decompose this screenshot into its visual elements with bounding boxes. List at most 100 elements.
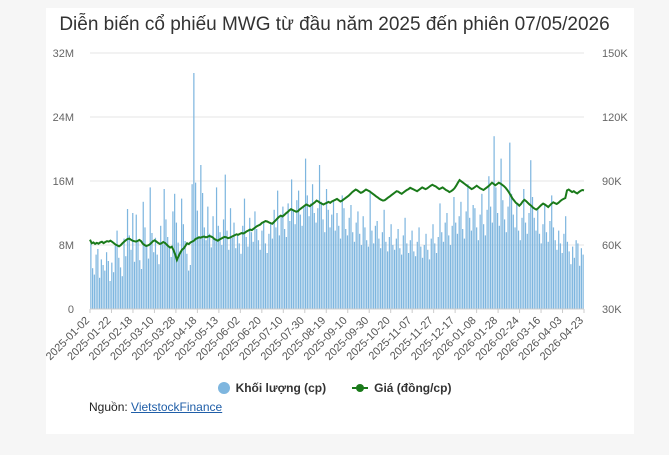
volume-bar: [214, 238, 216, 309]
volume-bar: [510, 193, 513, 309]
volume-bar: [559, 243, 562, 309]
volume-bar: [114, 245, 116, 309]
volume-bar: [317, 208, 319, 309]
volume-bar: [172, 211, 174, 309]
source-link[interactable]: VietstockFinance: [131, 400, 223, 414]
volume-bar: [399, 248, 401, 309]
volume-bar: [582, 254, 584, 309]
right-tick-label: 60K: [602, 240, 622, 252]
volume-bar: [177, 242, 179, 309]
volume-bar: [448, 235, 450, 309]
volume-bar: [322, 219, 324, 309]
volume-bar: [383, 209, 385, 309]
volume-bar: [278, 235, 281, 309]
volume-bar: [437, 237, 439, 309]
volume-bar: [420, 246, 422, 309]
volume-bar: [456, 233, 459, 309]
volume-bar: [537, 208, 539, 309]
volume-bar: [311, 184, 314, 309]
volume-bar: [119, 267, 122, 309]
volume-bar: [194, 182, 197, 309]
right-tick-label: 120K: [602, 112, 628, 124]
volume-bar: [430, 238, 432, 309]
volume-bar: [217, 225, 219, 309]
volume-bar: [275, 227, 277, 309]
volume-bar: [238, 243, 240, 309]
volume-bar: [395, 238, 397, 309]
volume-bar: [533, 217, 535, 309]
volume-bar: [439, 203, 441, 309]
volume-legend-marker: [217, 382, 230, 394]
volume-bar: [502, 200, 504, 309]
volume-bar: [224, 174, 226, 309]
volume-bar: [116, 230, 118, 309]
volume-bar: [467, 184, 469, 309]
volume-bar: [579, 265, 581, 309]
volume-bar: [221, 245, 223, 309]
volume-bar: [264, 243, 267, 309]
chart-card: [46, 8, 634, 434]
volume-bar: [92, 268, 94, 309]
source-prefix: Nguồn:: [89, 400, 132, 414]
volume-bar: [208, 233, 211, 309]
volume-bar: [315, 222, 317, 309]
volume-bar: [542, 224, 544, 309]
volume-bar: [182, 224, 184, 309]
volume-bar: [263, 221, 265, 309]
legend-label-price: Giá (đồng/cp): [374, 381, 452, 395]
volume-bar: [561, 253, 563, 309]
volume-bar: [481, 193, 483, 309]
volume-bar: [167, 237, 169, 309]
volume-bar: [153, 252, 155, 309]
volume-bar: [458, 216, 460, 309]
left-tick-label: 0: [68, 304, 74, 316]
left-tick-label: 16M: [53, 176, 74, 188]
volume-bar: [509, 142, 511, 309]
volume-bar: [325, 189, 328, 309]
volume-bar: [360, 245, 363, 309]
volume-bar: [381, 232, 383, 309]
volume-bar: [441, 232, 443, 309]
volume-bar: [552, 227, 555, 309]
volume-bar: [112, 272, 115, 309]
volume-bar: [343, 208, 345, 309]
volume-bar: [233, 222, 235, 309]
volume-bar: [140, 269, 143, 309]
volume-bar: [175, 222, 178, 309]
volume-bar: [179, 251, 181, 309]
volume-bar: [346, 235, 349, 309]
volume-bar: [416, 241, 418, 309]
volume-bar: [575, 240, 577, 309]
legend-item-volume[interactable]: Khối lượng (cp): [217, 381, 326, 395]
volume-bar: [570, 264, 572, 309]
volume-bar: [545, 232, 548, 309]
volume-bar: [428, 259, 431, 309]
volume-bar: [388, 237, 390, 309]
volume-bar: [556, 249, 558, 309]
volume-bar: [484, 235, 486, 309]
volume-bar: [130, 249, 132, 309]
volume-bar: [357, 211, 359, 309]
volume-bar: [207, 206, 209, 309]
volume-bar: [165, 219, 167, 309]
volume-bar: [565, 216, 567, 309]
volume-bar: [493, 136, 495, 309]
legend-item-price[interactable]: Giá (đồng/cp): [352, 381, 451, 395]
source-note: Nguồn: VietstockFinance: [89, 400, 222, 414]
volume-bar: [266, 253, 268, 309]
volume-bar: [359, 233, 361, 309]
volume-bar: [535, 230, 537, 309]
volume-bar: [523, 189, 525, 309]
volume-bar: [291, 179, 293, 309]
volume-bar: [242, 225, 244, 309]
volume-bar: [98, 277, 101, 309]
volume-bar: [392, 245, 394, 309]
volume-bar: [371, 230, 373, 309]
left-tick-label: 8M: [59, 240, 74, 252]
volume-bar: [93, 274, 95, 309]
volume-bar: [425, 233, 427, 309]
volume-bar: [231, 237, 233, 309]
volume-bar: [247, 246, 249, 309]
volume-bar: [126, 209, 129, 309]
volume-bar: [355, 222, 357, 309]
